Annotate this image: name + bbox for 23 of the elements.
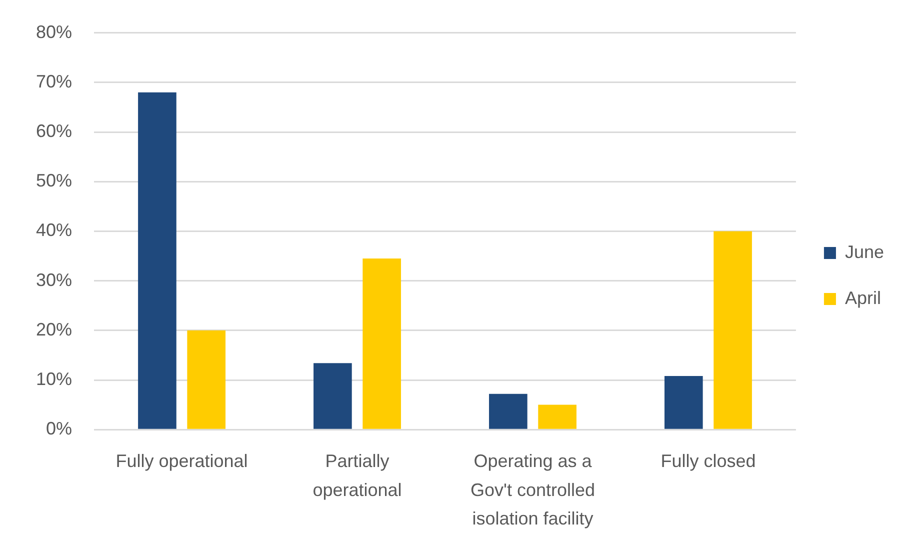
bar — [538, 404, 576, 429]
bar — [362, 258, 401, 429]
bar — [489, 394, 528, 429]
y-tick-label: 10% — [36, 368, 72, 389]
bar — [138, 92, 176, 429]
y-tick-label: 60% — [36, 120, 72, 141]
x-tick-label: Operating as a Gov't controlled isolation facility — [470, 450, 595, 529]
y-tick-label: 50% — [36, 170, 72, 191]
y-tick-label: 30% — [36, 270, 72, 290]
legend-label: June — [844, 242, 884, 262]
bar — [314, 363, 352, 429]
y-tick-label: 80% — [36, 22, 72, 42]
bar — [187, 330, 226, 429]
x-tick-label: Fully closed — [660, 450, 756, 471]
y-tick-label: 70% — [36, 71, 72, 92]
y-tick-label: 0% — [46, 418, 72, 439]
bar — [664, 376, 703, 429]
bar — [714, 231, 752, 429]
legend-label: April — [844, 288, 881, 308]
x-tick-label: Fully operational — [116, 450, 248, 471]
y-tick-label: 40% — [36, 220, 72, 240]
x-tick-label: Partially operational — [312, 450, 402, 500]
y-tick-label: 20% — [36, 319, 72, 340]
